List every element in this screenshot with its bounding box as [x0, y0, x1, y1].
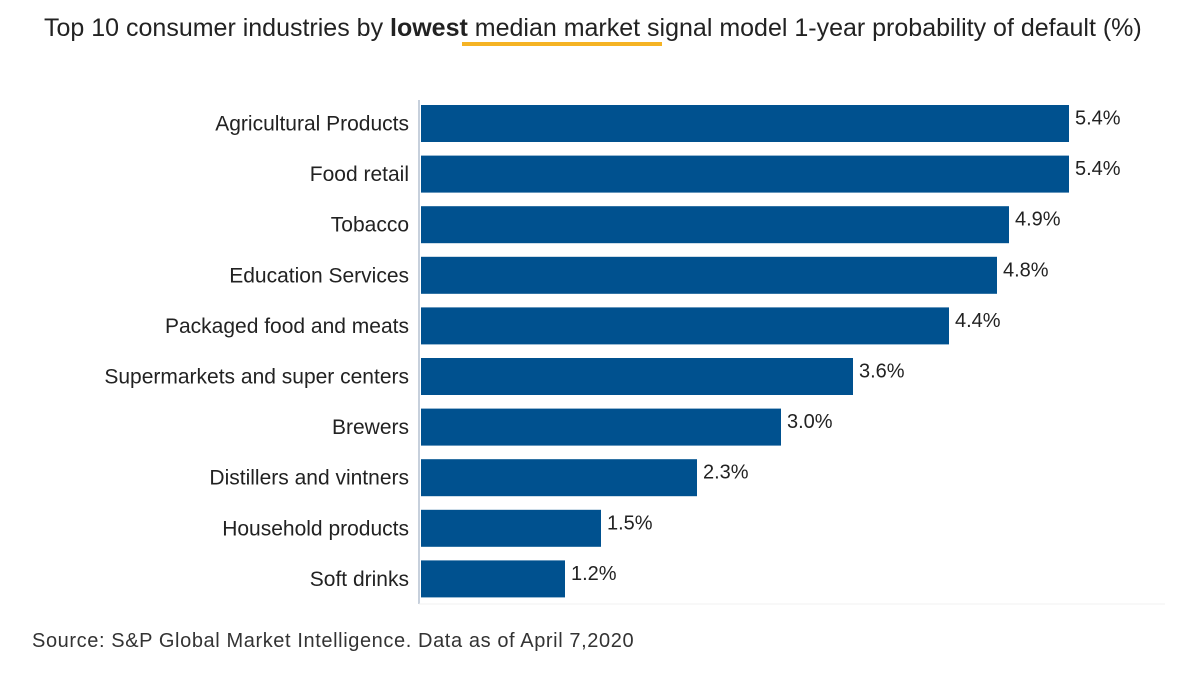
- category-label: Soft drinks: [310, 568, 409, 591]
- value-label: 1.5%: [607, 512, 653, 534]
- value-label: 5.4%: [1075, 108, 1121, 130]
- category-label: Household products: [222, 517, 409, 540]
- chart-subtitle: Top 10 consumer industries by lowest med…: [44, 10, 1144, 46]
- category-label: Agricultural Products: [215, 113, 409, 136]
- subtitle-text-1: Top 10 consumer industries by: [44, 14, 391, 42]
- category-label: Supermarkets and super centers: [104, 366, 409, 389]
- value-label: 4.4%: [955, 310, 1001, 332]
- bar-7: [421, 459, 697, 497]
- value-label: 1.2%: [571, 563, 617, 585]
- bar-2: [421, 206, 1009, 244]
- bar-8: [421, 509, 601, 547]
- value-label: 3.6%: [859, 361, 905, 383]
- category-label: Tobacco: [331, 214, 409, 237]
- highlight-underline: [462, 42, 662, 46]
- bar-6: [421, 408, 781, 446]
- bar-9: [421, 560, 565, 598]
- value-label: 4.9%: [1015, 209, 1061, 231]
- category-label: Brewers: [332, 416, 409, 439]
- bar-1: [421, 155, 1069, 193]
- bar-4: [421, 307, 949, 345]
- bar-3: [421, 256, 997, 294]
- bar-0: [421, 105, 1069, 142]
- category-label: Food retail: [310, 163, 409, 186]
- source-note: Source: S&P Global Market Intelligence. …: [32, 630, 635, 652]
- category-label: Packaged food and meats: [165, 315, 409, 338]
- value-label: 3.0%: [787, 411, 833, 433]
- bar-5: [421, 358, 853, 395]
- category-label: Distillers and vintners: [209, 467, 409, 490]
- subtitle-emphasis: lowest: [390, 14, 468, 42]
- category-label: Education Services: [229, 264, 409, 287]
- value-label: 5.4%: [1075, 158, 1121, 180]
- value-label: 4.8%: [1003, 259, 1049, 281]
- value-label: 2.3%: [703, 462, 749, 484]
- subtitle-text-2: median market signal model 1-year probab…: [467, 14, 1142, 42]
